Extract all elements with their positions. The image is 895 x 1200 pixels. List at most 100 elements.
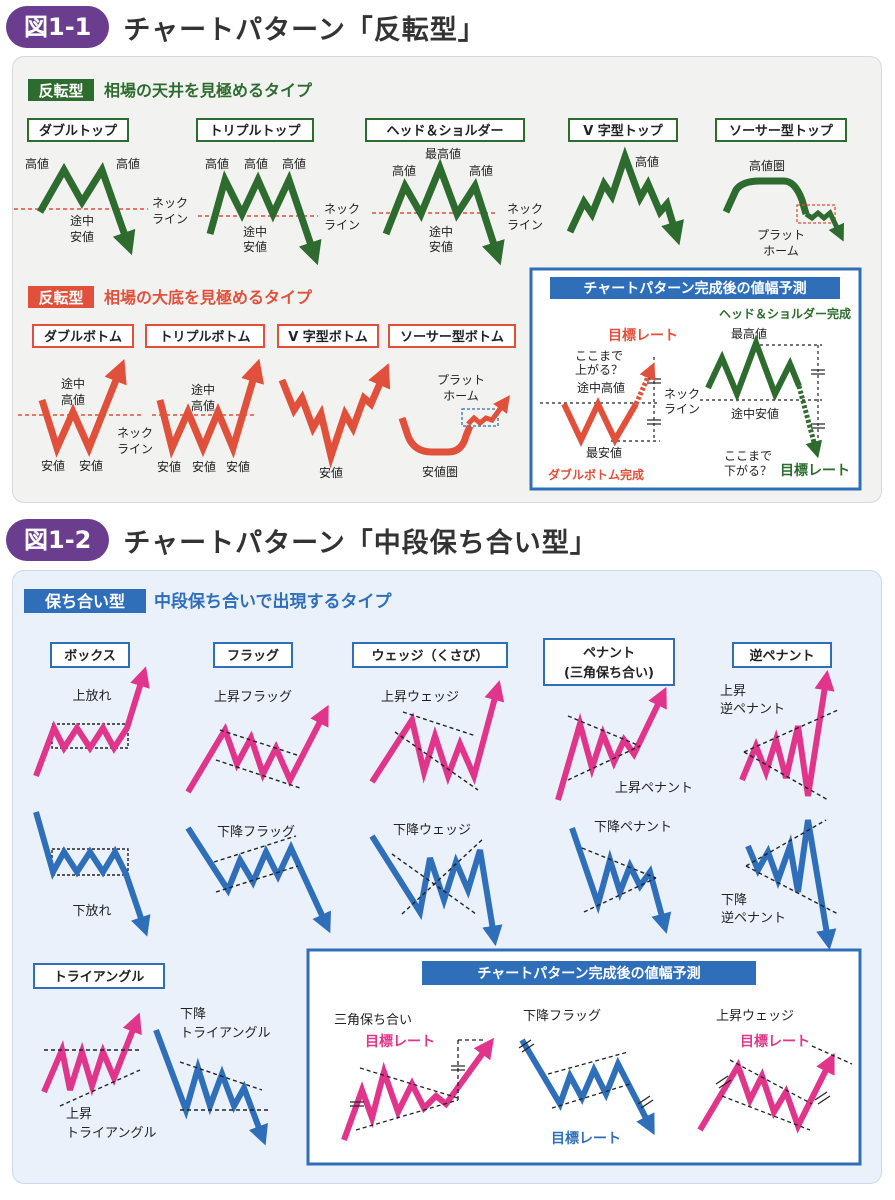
down-rev-pennant-1: 下降 <box>721 893 747 908</box>
tb-low-1: 安値 <box>157 459 181 474</box>
flag-chart <box>185 704 331 934</box>
up-flag-label: 上昇フラッグ <box>214 690 292 705</box>
dt-neck-2: ライン <box>152 212 188 226</box>
pennant-chart <box>555 686 672 934</box>
db-neck-2: ライン <box>117 442 153 456</box>
hs-neck-1: ネック <box>507 202 543 216</box>
pattern-double-top: ダブルトップ <box>39 123 118 139</box>
fc-top-high: 最高値 <box>731 326 767 341</box>
db-low-right: 安値 <box>79 458 103 473</box>
fc-mid-high: 途中高値 <box>577 380 625 395</box>
pattern-flag: フラッグ <box>227 648 279 664</box>
db-neck-1: ネック <box>117 426 153 440</box>
pattern-triple-top: トリプルトップ <box>209 124 301 139</box>
tb-midhigh-2: 高値 <box>191 398 215 413</box>
sb-low-zone: 安値圏 <box>422 464 458 479</box>
dt-neck-1: ネック <box>152 196 188 210</box>
down-wedge-label: 下降ウェッジ <box>393 823 471 838</box>
target-rate-down: 目標レート <box>780 462 850 479</box>
figure-title: チャートパターン「反転型」 <box>123 14 486 46</box>
hs-neck-2: ライン <box>507 218 543 232</box>
fc-mid-low: 途中安値 <box>731 406 779 421</box>
dt-high-right: 高値 <box>116 156 140 171</box>
sb-platform-1: プラット <box>437 373 485 387</box>
fc2-down-flag: 下降フラッグ <box>523 1009 601 1024</box>
figure-title-2: チャートパターン「中段保ち合い型」 <box>123 527 598 559</box>
tt-neck-1: ネック <box>324 202 360 216</box>
wedge-chart <box>369 680 505 947</box>
forecast-2-chart <box>341 1037 853 1142</box>
st-high-zone: 高値圏 <box>749 158 785 173</box>
hs-top-high: 最高値 <box>425 146 461 161</box>
st-platform-2: ホーム <box>763 244 799 258</box>
forecast-box-1 <box>529 267 862 491</box>
pattern-pennant: ペナント <box>583 646 635 661</box>
pattern-head-shoulders: ヘッド＆ショルダー <box>386 123 503 139</box>
forecast-title-1: チャートパターン完成後の値幅予測 <box>583 280 806 297</box>
fc-lowest: 最安値 <box>586 445 622 460</box>
fc2-up-wedge: 上昇ウェッジ <box>716 1009 794 1024</box>
figure-1-1-header: 図1-1 チャートパターン「反転型」 <box>6 6 486 48</box>
fc2-target-1: 目標レート <box>365 1033 435 1050</box>
tt-high-3: 高値 <box>282 156 306 171</box>
pattern-double-bottom: ダブルボトム <box>44 329 122 345</box>
v-bottom-chart <box>278 363 391 469</box>
up-break-label: 上放れ <box>72 689 111 704</box>
db-midhigh-2: 高値 <box>61 392 85 407</box>
pattern-saucer-bottom: ソーサー型ボトム <box>400 329 504 345</box>
triple-top-chart <box>198 170 322 266</box>
double-top-chart <box>14 161 148 256</box>
forecast-title-2: チャートパターン完成後の値幅予測 <box>477 965 700 982</box>
down-flag-label: 下降フラッグ <box>217 825 295 840</box>
sb-platform-2: ホーム <box>443 389 479 403</box>
down-tri-1: 下降 <box>180 1007 206 1022</box>
hs-midlow-1: 途中 <box>429 224 453 239</box>
up-rev-pennant-1: 上昇 <box>720 684 746 699</box>
db-complete-label: ダブルボトム完成 <box>548 467 644 482</box>
up-wedge-label: 上昇ウェッジ <box>381 690 459 705</box>
tt-high-2: 高値 <box>244 156 268 171</box>
saucer-bottom-chart <box>398 395 510 456</box>
tb-low-3: 安値 <box>226 459 250 474</box>
up-question-1: ここまで <box>575 349 623 363</box>
tt-high-1: 高値 <box>205 156 229 171</box>
forecast-box-2 <box>306 948 862 1166</box>
hs-midlow-2: 安値 <box>429 239 453 254</box>
db-low-left: 安値 <box>41 458 65 473</box>
pattern-v-bottom: V 字型ボトム <box>288 329 368 345</box>
hs-high-right: 高値 <box>469 163 493 178</box>
fc2-target-3: 目標レート <box>740 1033 810 1050</box>
saucer-top-chart <box>722 177 845 242</box>
top-reversal-desc: 相場の天井を見極めるタイプ <box>104 81 313 100</box>
box-chart <box>33 666 151 937</box>
down-tri-2: トライアングル <box>180 1026 270 1041</box>
head-shoulders-chart <box>372 158 505 266</box>
tb-midhigh-1: 途中 <box>191 382 215 397</box>
down-rev-pennant-2: 逆ペナント <box>721 910 786 926</box>
v-top-chart <box>566 146 684 246</box>
tt-midlow-1: 途中 <box>243 224 267 239</box>
reversal-diagram: 反転型 相場の天井を見極めるタイプ ダブルトップ トリプルトップ ヘッド＆ショル… <box>14 79 862 491</box>
pattern-pennant-sub: (三角保ち合い) <box>564 665 654 681</box>
tt-neck-2: ライン <box>324 218 360 232</box>
bottom-reversal-tag <box>28 286 94 308</box>
continuation-diagram: 保ち合い型 中段保ち合いで出現するタイプ ボックス フラッグ ウェッジ（くさび）… <box>24 589 862 1166</box>
hs-complete-label: ヘッド＆ショルダー完成 <box>719 306 851 321</box>
pattern-triple-bottom: トリプルボトム <box>159 329 250 345</box>
fc-neck-2: ライン <box>664 402 700 416</box>
continuation-desc: 中段保ち合いで出現するタイプ <box>154 591 392 612</box>
vb-low: 安値 <box>319 465 343 480</box>
pattern-v-top: V 字型トップ <box>583 123 664 139</box>
figure-badge: 図1-1 <box>6 6 110 48</box>
dt-midlow-2: 安値 <box>70 229 94 244</box>
pattern-wedge: ウェッジ（くさび） <box>371 648 488 664</box>
up-pennant-label: 上昇ペナント <box>615 781 693 796</box>
continuation-tag-text: 保ち合い型 <box>44 592 125 611</box>
down-break-label: 下放れ <box>72 904 111 919</box>
rev-pennant-chart <box>739 669 839 951</box>
dt-midlow-1: 途中 <box>70 213 94 228</box>
target-rate-up: 目標レート <box>608 327 678 344</box>
tb-low-2: 安値 <box>192 459 216 474</box>
hs-high-left: 高値 <box>392 163 416 178</box>
up-tri-2: トライアングル <box>66 1126 156 1141</box>
